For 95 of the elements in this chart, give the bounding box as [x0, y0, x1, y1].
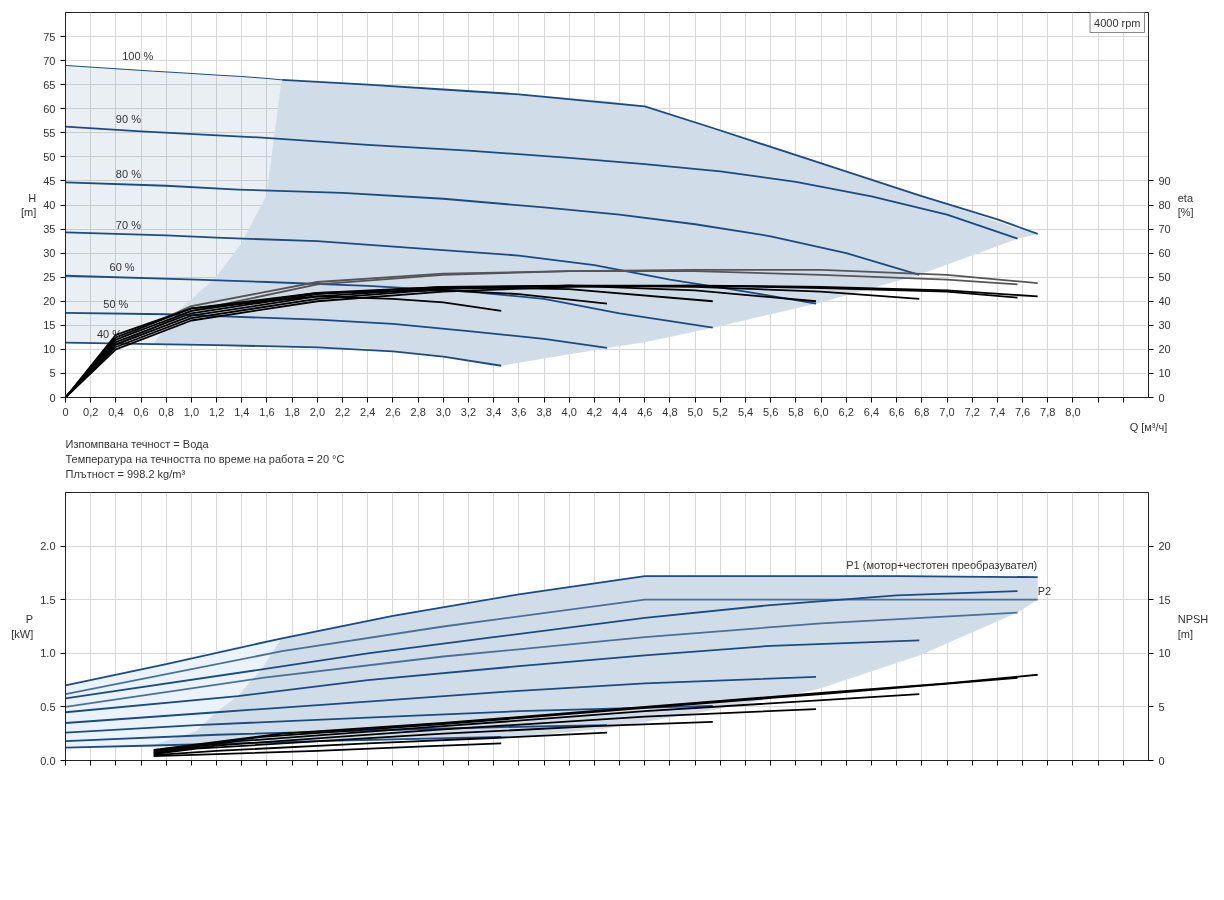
- y2-tick-label: 5: [1158, 700, 1165, 713]
- y-tick-label: 10: [43, 343, 56, 356]
- x-tick-label: 2,8: [410, 405, 426, 418]
- annotation: 100 %: [122, 50, 154, 63]
- y-tick-label: 40: [43, 199, 56, 211]
- x-tick-label: 6,2: [838, 405, 854, 418]
- x-tick-label: 2,4: [360, 405, 376, 418]
- annotation: P1 (мотор+честотен преобразувател): [846, 558, 1038, 571]
- x-tick-label: 2,2: [334, 405, 351, 418]
- x-axis-title: Q [м³/ч]: [1129, 420, 1168, 433]
- y-tick-label: 0.5: [40, 700, 56, 713]
- x-tick-label: 7,2: [964, 405, 980, 418]
- x-tick-label: 8,0: [1065, 405, 1081, 418]
- annotation: 70 %: [115, 218, 142, 231]
- y-tick-label: 75: [43, 30, 56, 43]
- y-tick-label: 2.0: [40, 540, 56, 553]
- x-tick-label: 0,6: [133, 405, 149, 418]
- x-tick-label: 4,0: [561, 405, 577, 418]
- annotation: 50 %: [103, 297, 129, 310]
- x-tick-label: 0,8: [158, 405, 174, 418]
- y-tick-label: 55: [43, 126, 56, 139]
- x-tick-label: 4,8: [662, 405, 678, 418]
- x-tick-label: 1,0: [183, 405, 200, 418]
- x-tick-label: 2,0: [309, 405, 326, 418]
- x-tick-label: 5,2: [712, 405, 728, 418]
- y-tick-label: 20: [43, 295, 56, 308]
- x-tick-label: 6,6: [888, 405, 905, 418]
- y2-tick-label: 0: [1158, 754, 1165, 767]
- y-tick-label: 25: [43, 271, 56, 284]
- x-tick-label: 0,2: [83, 405, 99, 418]
- x-tick-label: 1,2: [208, 405, 225, 418]
- y-tick-label: 45: [43, 174, 56, 187]
- y-axis-title: H [m]: [20, 191, 37, 219]
- y2-tick-label: 50: [1158, 271, 1171, 284]
- x-tick-label: 1,4: [234, 405, 250, 418]
- x-tick-label: 4,4: [611, 405, 628, 418]
- y2-axis-title: eta [%]: [1177, 191, 1194, 219]
- y2-tick-label: 60: [1158, 247, 1171, 260]
- x-tick-label: 1,6: [259, 405, 275, 418]
- text: Температура на течността по време на работа = 20 °C: [65, 453, 345, 465]
- x-tick-label: 5,8: [788, 405, 804, 418]
- y2-tick-label: 15: [1158, 593, 1171, 606]
- y-tick-label: 50: [43, 150, 56, 163]
- x-tick-label: 3,4: [486, 405, 502, 418]
- y2-tick-label: 40: [1158, 295, 1171, 308]
- x-tick-label: 6,8: [914, 405, 930, 418]
- x-tick-label: 0: [62, 405, 69, 418]
- y-tick-label: 1.5: [40, 593, 56, 606]
- y-tick-label: 35: [43, 223, 56, 236]
- y2-tick-label: 0: [1158, 391, 1165, 404]
- y-tick-label: 70: [43, 54, 56, 67]
- y-axis-title: P [kW]: [11, 613, 34, 640]
- x-tick-label: 7,6: [1014, 405, 1031, 418]
- y-tick-label: 1.0: [40, 647, 56, 660]
- x-tick-label: 6,0: [813, 405, 829, 418]
- y2-tick-label: 30: [1158, 319, 1171, 332]
- y2-tick-label: 10: [1158, 647, 1171, 660]
- x-tick-label: 5,0: [687, 405, 703, 418]
- y2-tick-label: 70: [1158, 223, 1171, 236]
- chart-subtitle: 4000 rpm: [1094, 16, 1141, 29]
- annotation: 60 %: [109, 260, 135, 273]
- y2-tick-label: 20: [1158, 540, 1171, 553]
- x-tick-label: 5,6: [763, 405, 779, 418]
- y-tick-label: 60: [43, 102, 56, 115]
- y2-tick-label: 10: [1158, 367, 1171, 380]
- y2-tick-label: 80: [1158, 199, 1171, 211]
- x-tick-label: 3,2: [460, 405, 477, 418]
- x-tick-label: 7,4: [989, 405, 1006, 418]
- x-tick-label: 6,4: [863, 405, 880, 418]
- y2-tick-label: 20: [1158, 343, 1171, 356]
- text: Плътност = 998.2 kg/m³: [65, 468, 186, 480]
- x-tick-label: 3,6: [511, 405, 527, 418]
- y-tick-label: 30: [43, 247, 56, 260]
- y-tick-label: 15: [43, 319, 56, 332]
- text: Изпомпвана течност = Вода: [65, 438, 210, 450]
- x-tick-label: 4,2: [586, 405, 603, 418]
- y-tick-label: 65: [43, 78, 56, 91]
- x-tick-label: 3,0: [435, 405, 451, 418]
- annotation: 90 %: [115, 113, 142, 125]
- x-tick-label: 4,6: [637, 405, 653, 418]
- x-tick-label: 7,0: [939, 405, 955, 418]
- x-tick-label: 1,8: [284, 405, 300, 418]
- x-tick-label: 2,6: [385, 405, 401, 418]
- annotation: 40 %: [96, 327, 123, 340]
- y2-tick-label: 90: [1158, 174, 1171, 187]
- annotation: 80 %: [115, 168, 142, 181]
- y-tick-label: 5: [49, 367, 56, 380]
- x-tick-label: 5,4: [737, 405, 754, 418]
- y-tick-label: 0: [49, 391, 56, 404]
- x-tick-label: 3,8: [536, 405, 552, 418]
- y2-axis-title: NPSH [m]: [1177, 613, 1209, 640]
- x-tick-label: 7,8: [1040, 405, 1056, 418]
- x-tick-label: 0,4: [108, 405, 124, 418]
- annotation: P2: [1037, 584, 1052, 597]
- y-tick-label: 0.0: [40, 754, 56, 767]
